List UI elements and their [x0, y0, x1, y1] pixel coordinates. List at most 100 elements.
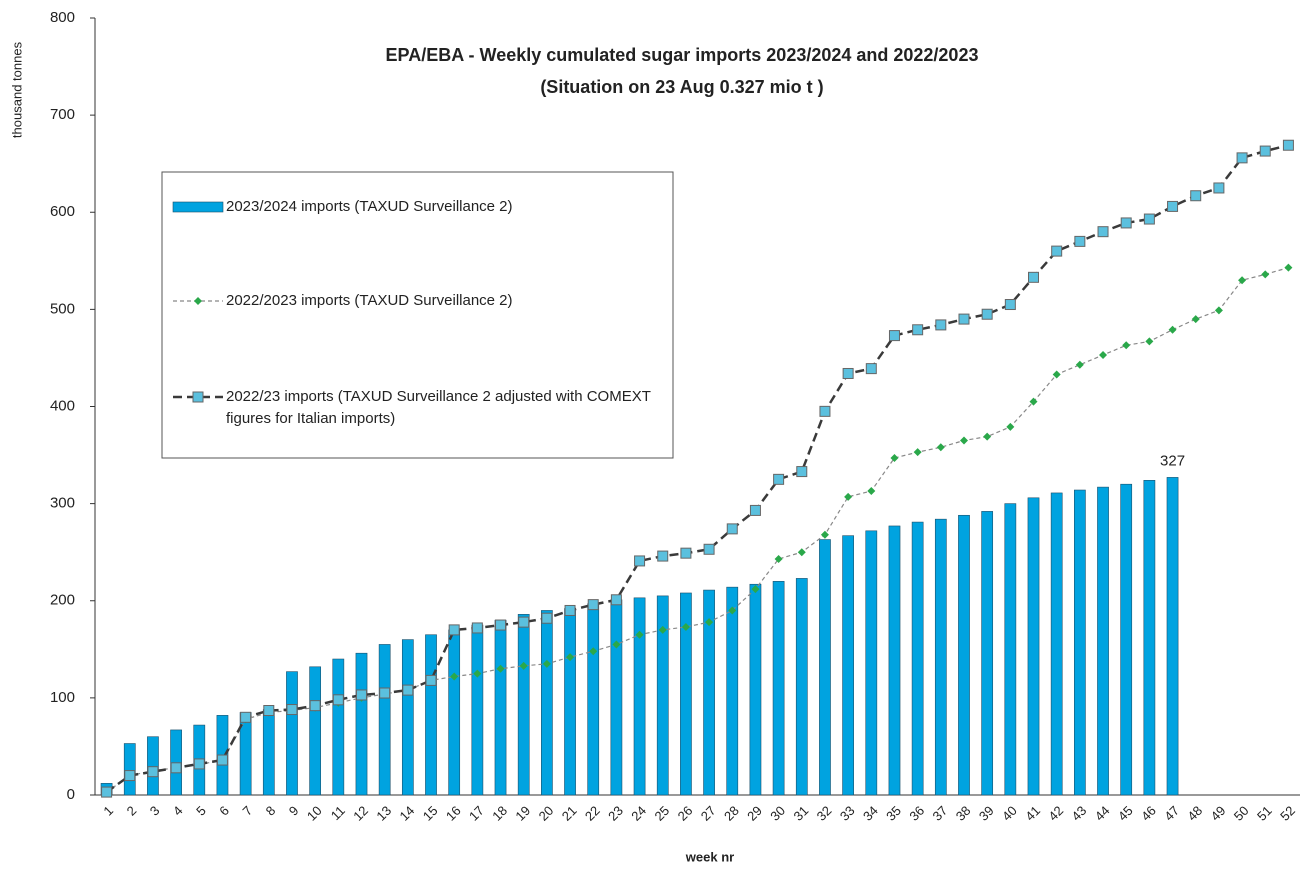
marker [1284, 263, 1293, 272]
bar [888, 525, 901, 796]
legend-label: 2022/23 imports (TAXUD Surveillance 2 ad… [226, 388, 651, 427]
bar [587, 603, 600, 796]
marker [890, 453, 899, 462]
marker [541, 612, 553, 624]
x-tick-label: 33 [837, 803, 858, 824]
legend-entry: 2023/2024 imports (TAXUD Surveillance 2) [226, 198, 513, 215]
x-tick-label: 10 [304, 803, 325, 824]
marker [820, 530, 829, 539]
bar [309, 666, 322, 796]
x-tick-label: 43 [1069, 803, 1090, 824]
bar [934, 518, 947, 796]
x-tick-label: 13 [373, 803, 394, 824]
bar [541, 610, 553, 796]
marker [448, 624, 460, 636]
y-axis-label: thousand tonnes [9, 41, 24, 138]
marker [473, 669, 482, 678]
bar [147, 736, 159, 796]
x-tick-label: 48 [1184, 803, 1205, 824]
bar [633, 597, 646, 796]
marker [728, 606, 737, 615]
x-tick-label: 30 [767, 803, 788, 824]
marker [564, 604, 576, 616]
bar [564, 608, 576, 796]
marker [587, 599, 599, 611]
x-tick-label: 1 [100, 803, 116, 819]
x-tick-label: 14 [397, 803, 418, 824]
x-tick-label: 38 [953, 803, 974, 824]
x-tick-label: 45 [1115, 803, 1136, 824]
marker [681, 622, 690, 631]
bar [865, 530, 878, 796]
marker [913, 448, 922, 457]
marker [170, 762, 182, 774]
marker [471, 622, 483, 634]
x-tick-label: 51 [1254, 803, 1275, 824]
line [106, 267, 1289, 793]
marker [612, 640, 621, 649]
bar [471, 624, 484, 796]
marker [842, 367, 854, 379]
bar [517, 614, 530, 796]
marker [774, 554, 783, 563]
x-tick-label: 25 [651, 803, 672, 824]
x-tick-label: 39 [976, 803, 997, 824]
legend-label: 2023/2024 imports (TAXUD Surveillance 2) [226, 198, 513, 215]
x-tick-label: 2 [124, 803, 140, 819]
marker [450, 672, 459, 681]
marker [819, 405, 831, 417]
marker [1099, 351, 1108, 360]
y-tick-label: 600 [50, 203, 75, 220]
x-tick-label: 44 [1092, 803, 1113, 824]
marker [1259, 145, 1271, 157]
x-tick-label: 27 [698, 803, 719, 824]
bar [355, 652, 368, 796]
x-tick-label: 16 [443, 803, 464, 824]
y-tick-label: 0 [67, 786, 75, 803]
marker [680, 547, 692, 559]
marker [1167, 200, 1179, 212]
marker [1122, 341, 1131, 350]
marker [1029, 397, 1038, 406]
x-tick-label: 22 [582, 803, 603, 824]
x-tick-label: 12 [350, 803, 371, 824]
marker [1191, 315, 1200, 324]
x-tick-label: 7 [239, 803, 255, 819]
x-tick-label: 8 [263, 803, 279, 819]
marker [286, 704, 298, 716]
marker [1236, 152, 1248, 164]
marker [888, 330, 900, 342]
x-tick-label: 4 [170, 803, 186, 819]
data-label: 327 [1160, 452, 1185, 469]
marker [240, 711, 252, 723]
marker [566, 653, 575, 662]
marker [1145, 337, 1154, 346]
x-tick-label: 15 [420, 803, 441, 824]
bar [378, 644, 391, 796]
marker [1051, 245, 1063, 257]
y-tick-label: 500 [50, 300, 75, 317]
bar [842, 535, 854, 796]
x-tick-label: 9 [286, 803, 302, 819]
marker [634, 555, 646, 567]
marker [193, 758, 205, 770]
marker [425, 674, 437, 686]
bar [703, 589, 715, 796]
y-tick-label: 800 [50, 9, 75, 26]
marker [1190, 190, 1202, 202]
marker [796, 466, 808, 478]
marker [703, 543, 715, 555]
marker [1214, 306, 1223, 315]
marker [589, 647, 598, 656]
legend-marker [192, 391, 204, 403]
legend-marker [194, 297, 202, 305]
bar [448, 629, 461, 796]
x-tick-label: 50 [1231, 803, 1252, 824]
bar [1166, 477, 1179, 796]
x-tick-label: 6 [216, 803, 232, 819]
marker [542, 659, 551, 668]
bar [1120, 483, 1133, 796]
marker [309, 700, 321, 712]
marker [332, 694, 344, 706]
bar [958, 514, 970, 796]
